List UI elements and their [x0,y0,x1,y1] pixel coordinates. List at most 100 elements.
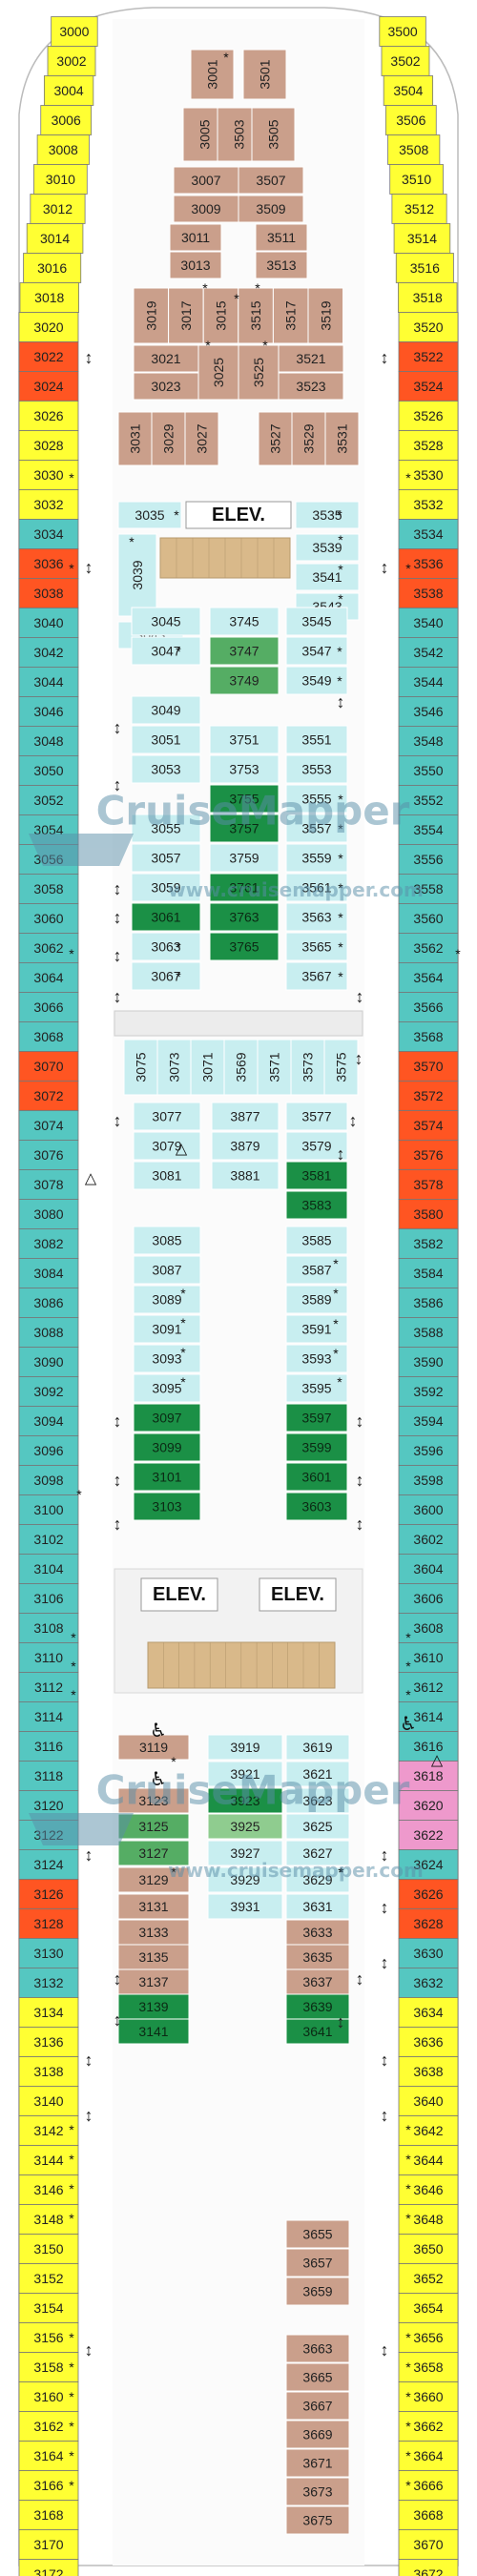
cabin-3619[interactable]: 3619 [285,1734,350,1761]
cabin-3140[interactable]: 3140 [18,2086,79,2116]
cabin-3604[interactable]: 3604 [398,1554,459,1584]
cabin-3551[interactable]: 3551 [285,725,348,754]
cabin-3632[interactable]: 3632 [398,1968,459,1998]
cabin-3096[interactable]: 3096 [18,1435,79,1466]
cabin-3018[interactable]: 3018 [19,282,79,313]
cabin-3555[interactable]: 3555 [285,784,348,814]
cabin-3089[interactable]: 3089 [133,1285,201,1314]
cabin-3636[interactable]: 3636 [398,2027,459,2057]
cabin-3668[interactable]: 3668 [398,2500,459,2530]
cabin-3639[interactable]: 3639 [285,1993,350,2020]
cabin-3087[interactable]: 3087 [133,1255,201,1285]
cabin-3591[interactable]: 3591 [285,1314,348,1344]
cabin-3110[interactable]: 3110 [18,1642,79,1673]
cabin-3026[interactable]: 3026 [18,401,79,431]
cabin-3599[interactable]: 3599 [285,1432,348,1462]
cabin-3572[interactable]: 3572 [398,1081,459,1111]
cabin-3652[interactable]: 3652 [398,2263,459,2294]
cabin-3648[interactable]: 3648 [398,2204,459,2235]
cabin-3011[interactable]: 3011 [169,223,222,252]
cabin-3583[interactable]: 3583 [285,1190,348,1220]
cabin-3612[interactable]: 3612 [398,1672,459,1702]
cabin-3057[interactable]: 3057 [131,843,201,873]
cabin-3921[interactable]: 3921 [207,1761,283,1787]
cabin-3090[interactable]: 3090 [18,1347,79,1377]
cabin-3550[interactable]: 3550 [398,755,459,786]
cabin-3755[interactable]: 3755 [209,784,280,814]
cabin-3092[interactable]: 3092 [18,1376,79,1407]
cabin-3127[interactable]: 3127 [117,1840,190,1866]
cabin-3114[interactable]: 3114 [18,1701,79,1732]
cabin-3663[interactable]: 3663 [285,2334,350,2363]
cabin-3642[interactable]: 3642 [398,2115,459,2146]
cabin-3593[interactable]: 3593 [285,1344,348,1373]
cabin-3640[interactable]: 3640 [398,2086,459,2116]
cabin-3038[interactable]: 3038 [18,578,79,608]
cabin-3546[interactable]: 3546 [398,696,459,727]
cabin-3600[interactable]: 3600 [398,1494,459,1525]
cabin-3040[interactable]: 3040 [18,608,79,638]
cabin-3031[interactable]: 3031 [117,411,153,466]
cabin-3568[interactable]: 3568 [398,1021,459,1052]
cabin-3542[interactable]: 3542 [398,637,459,668]
cabin-3603[interactable]: 3603 [285,1492,348,1521]
cabin-3564[interactable]: 3564 [398,962,459,993]
cabin-3020[interactable]: 3020 [18,312,79,342]
cabin-3010[interactable]: 3010 [33,164,88,195]
cabin-3765[interactable]: 3765 [209,932,280,961]
cabin-3036[interactable]: 3036 [18,548,79,579]
cabin-3586[interactable]: 3586 [398,1288,459,1318]
cabin-3671[interactable]: 3671 [285,2448,350,2478]
cabin-3670[interactable]: 3670 [398,2529,459,2560]
cabin-3633[interactable]: 3633 [285,1919,350,1946]
cabin-3027[interactable]: 3027 [184,411,219,466]
cabin-3506[interactable]: 3506 [384,105,437,135]
cabin-3751[interactable]: 3751 [209,725,280,754]
cabin-3562[interactable]: 3562 [398,933,459,963]
cabin-3626[interactable]: 3626 [398,1879,459,1909]
cabin-3539[interactable]: 3539 [295,533,360,562]
cabin-3017[interactable]: 3017 [168,287,204,344]
cabin-3097[interactable]: 3097 [133,1403,201,1432]
cabin-3049[interactable]: 3049 [131,695,201,725]
cabin-3079[interactable]: 3079 [133,1131,201,1161]
cabin-3100[interactable]: 3100 [18,1494,79,1525]
cabin-3072[interactable]: 3072 [18,1081,79,1111]
cabin-3013[interactable]: 3013 [169,251,222,279]
cabin-3064[interactable]: 3064 [18,962,79,993]
cabin-3650[interactable]: 3650 [398,2234,459,2264]
cabin-3588[interactable]: 3588 [398,1317,459,1348]
cabin-3118[interactable]: 3118 [18,1761,79,1791]
cabin-3154[interactable]: 3154 [18,2293,79,2323]
cabin-3131[interactable]: 3131 [117,1893,190,1920]
cabin-3675[interactable]: 3675 [285,2505,350,2535]
cabin-3023[interactable]: 3023 [133,372,199,401]
cabin-3099[interactable]: 3099 [133,1432,201,1462]
cabin-3553[interactable]: 3553 [285,754,348,784]
cabin-3526[interactable]: 3526 [398,401,459,431]
cabin-3061[interactable]: 3061 [131,902,201,932]
cabin-3124[interactable]: 3124 [18,1849,79,1880]
cabin-3580[interactable]: 3580 [398,1199,459,1229]
cabin-3525[interactable]: 3525 [238,344,280,401]
cabin-3567[interactable]: 3567 [285,961,348,991]
cabin-3515[interactable]: 3515 [238,287,274,344]
cabin-3006[interactable]: 3006 [40,105,93,135]
cabin-3048[interactable]: 3048 [18,726,79,756]
cabin-3667[interactable]: 3667 [285,2391,350,2421]
cabin-3008[interactable]: 3008 [36,134,90,165]
cabin-3747[interactable]: 3747 [209,636,280,666]
cabin-3001[interactable]: 3001 [190,49,235,100]
cabin-3590[interactable]: 3590 [398,1347,459,1377]
cabin-3877[interactable]: 3877 [211,1102,280,1131]
cabin-3138[interactable]: 3138 [18,2056,79,2087]
cabin-3500[interactable]: 3500 [379,16,426,47]
cabin-3024[interactable]: 3024 [18,371,79,402]
cabin-3081[interactable]: 3081 [133,1161,201,1190]
cabin-3071[interactable]: 3071 [190,1039,225,1096]
cabin-3019[interactable]: 3019 [133,287,170,344]
cabin-3137[interactable]: 3137 [117,1968,190,1995]
cabin-3132[interactable]: 3132 [18,1968,79,1998]
cabin-3618[interactable]: 3618 [398,1761,459,1791]
cabin-3664[interactable]: 3664 [398,2441,459,2471]
